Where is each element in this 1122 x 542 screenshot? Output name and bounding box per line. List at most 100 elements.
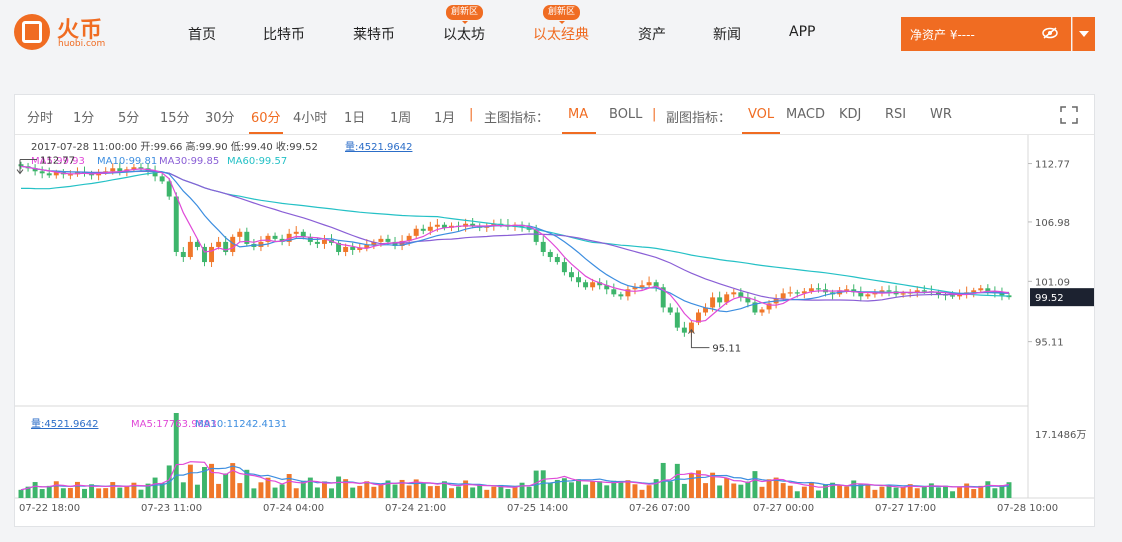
sub-indicator-wr[interactable]: WR bbox=[930, 107, 952, 122]
candle bbox=[131, 167, 137, 170]
candle bbox=[921, 290, 927, 292]
interval-tab-10[interactable]: 1月 bbox=[434, 111, 456, 126]
min-marker-arrowhead bbox=[688, 328, 695, 334]
interval-tab-7[interactable]: 4小时 bbox=[293, 111, 328, 126]
candle bbox=[272, 235, 278, 239]
nav-item-4[interactable]: 以太坊 bbox=[443, 27, 485, 43]
volume-bar bbox=[117, 487, 123, 498]
kline-chart[interactable]: 2017-07-28 11:00:00 开:99.66 高:99.90 低:99… bbox=[15, 135, 1094, 525]
volume-bar bbox=[25, 486, 31, 498]
volume-bar bbox=[371, 486, 377, 498]
interval-tab-2[interactable]: 1分 bbox=[73, 111, 95, 126]
volume-bar bbox=[914, 488, 920, 498]
volume-bar bbox=[703, 483, 709, 498]
volume-bar bbox=[286, 474, 292, 498]
candle bbox=[533, 229, 539, 242]
volume-bar bbox=[131, 482, 137, 498]
candle bbox=[561, 262, 567, 273]
nav-item-6[interactable]: 资产 bbox=[638, 27, 666, 43]
interval-tab-6[interactable]: 60分 bbox=[251, 111, 281, 126]
sub-indicator-vol[interactable]: VOL bbox=[748, 107, 775, 122]
candle bbox=[286, 233, 292, 242]
interval-tab-5[interactable]: 30分 bbox=[205, 111, 235, 126]
volume-bar bbox=[907, 484, 913, 498]
candle bbox=[879, 290, 885, 293]
nav-item-2[interactable]: 比特币 bbox=[263, 27, 305, 43]
volume-bar bbox=[350, 487, 356, 498]
fullscreen-icon[interactable] bbox=[1060, 106, 1078, 124]
volume-bar bbox=[180, 482, 186, 498]
volume-bar bbox=[879, 486, 885, 498]
candle bbox=[343, 246, 349, 252]
max-price-marker: 112.77 bbox=[40, 156, 75, 167]
volume-bar bbox=[554, 479, 560, 498]
candle bbox=[265, 235, 271, 242]
volume-bar bbox=[823, 484, 828, 498]
candle bbox=[300, 231, 306, 237]
sub-indicator-kdj[interactable]: KDJ bbox=[839, 107, 862, 122]
current-price-tag bbox=[1030, 288, 1094, 307]
candle bbox=[279, 238, 285, 242]
volume-bar bbox=[491, 486, 497, 498]
candle bbox=[688, 322, 694, 333]
volume-bar bbox=[992, 488, 998, 498]
candle bbox=[117, 168, 123, 172]
interval-tab-4[interactable]: 15分 bbox=[160, 111, 190, 126]
volume-bar bbox=[971, 489, 977, 498]
volume-legend-value: 量:4521.9642 bbox=[31, 418, 98, 430]
main-indicator-ma[interactable]: MA bbox=[568, 107, 589, 122]
nav-item-8[interactable]: APP bbox=[789, 24, 816, 40]
ohlc-volume: 量:4521.9642 bbox=[345, 141, 412, 153]
volume-bar bbox=[865, 484, 871, 498]
nav-item-3[interactable]: 莱特币 bbox=[353, 27, 395, 43]
volume-bar bbox=[681, 483, 687, 498]
volume-bar bbox=[815, 490, 821, 498]
huobi-logo[interactable]: 火币 huobi.com bbox=[14, 12, 110, 54]
volume-legend-ma10: MA10:11242.4131 bbox=[195, 419, 287, 430]
assets-dropdown-button[interactable] bbox=[1072, 17, 1095, 51]
toolbar-separator: | bbox=[469, 107, 474, 122]
nav-item-5[interactable]: 以太经典 bbox=[533, 27, 589, 43]
candle bbox=[364, 244, 370, 248]
volume-bar bbox=[293, 488, 299, 498]
candle bbox=[441, 224, 447, 228]
candle bbox=[258, 241, 264, 247]
candle bbox=[703, 307, 709, 313]
volume-bar bbox=[498, 484, 504, 498]
main-indicator-boll[interactable]: BOLL bbox=[609, 107, 643, 122]
ma30-line bbox=[20, 165, 1010, 302]
volume-bar bbox=[484, 489, 490, 498]
candle bbox=[39, 171, 45, 174]
candle bbox=[660, 287, 666, 308]
candle bbox=[935, 292, 941, 295]
candle bbox=[554, 257, 560, 263]
interval-tab-3[interactable]: 5分 bbox=[118, 111, 140, 126]
volume-bar bbox=[717, 485, 723, 498]
volume-bar bbox=[674, 463, 680, 498]
hide-eye-icon[interactable] bbox=[1042, 27, 1058, 39]
volume-bar bbox=[103, 488, 109, 498]
volume-bar bbox=[787, 485, 793, 498]
candle bbox=[568, 272, 574, 278]
candle bbox=[110, 168, 116, 172]
candle bbox=[724, 294, 730, 303]
volume-bar bbox=[957, 486, 963, 498]
volume-bar bbox=[463, 480, 469, 498]
candle bbox=[808, 288, 814, 292]
volume-bar bbox=[844, 486, 850, 498]
volume-bar bbox=[928, 483, 934, 498]
sub-indicator-macd[interactable]: MACD bbox=[786, 107, 825, 122]
candle bbox=[681, 327, 687, 333]
nav-item-1[interactable]: 首页 bbox=[188, 27, 216, 43]
sub-indicator-rsi[interactable]: RSI bbox=[885, 107, 907, 122]
interval-tab-8[interactable]: 1日 bbox=[344, 111, 366, 126]
volume-bar bbox=[32, 482, 38, 498]
nav-item-7[interactable]: 新闻 bbox=[713, 27, 741, 43]
volume-bar bbox=[265, 477, 271, 498]
sub-indicator-label: 副图指标： bbox=[666, 111, 732, 126]
volume-bar bbox=[505, 489, 511, 498]
interval-tab-9[interactable]: 1周 bbox=[390, 111, 412, 126]
candle bbox=[293, 231, 299, 234]
candle bbox=[371, 241, 377, 245]
interval-tab-1[interactable]: 分时 bbox=[27, 111, 54, 126]
